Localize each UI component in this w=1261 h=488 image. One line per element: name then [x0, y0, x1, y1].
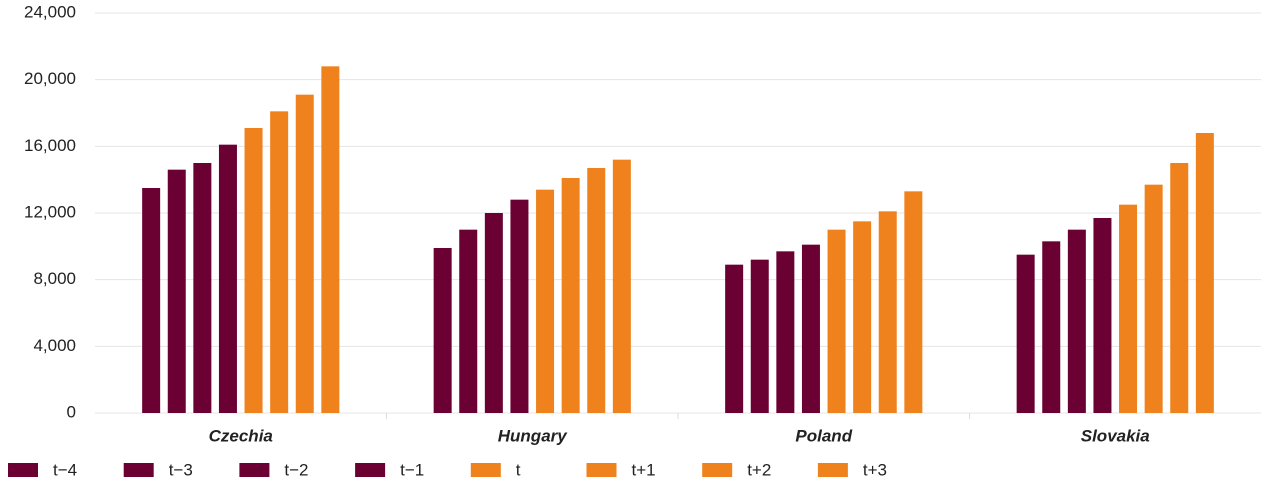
y-tick-label: 20,000 [24, 69, 76, 88]
legend-swatch [123, 463, 154, 477]
bar [510, 199, 529, 413]
bar [433, 248, 452, 413]
legend-label: t [516, 460, 521, 479]
bar [142, 188, 161, 413]
bar [321, 66, 340, 413]
bar [1170, 163, 1189, 413]
y-tick-label: 8,000 [33, 269, 76, 288]
bar [1016, 254, 1035, 413]
legend-swatch [355, 463, 386, 477]
legend-label: t+1 [632, 460, 656, 479]
bar [193, 163, 212, 413]
bar [218, 144, 237, 413]
legend-swatch [817, 463, 848, 477]
bar [536, 189, 555, 413]
bar [1144, 184, 1163, 413]
bar [878, 211, 897, 413]
bar [612, 159, 631, 413]
bar [904, 191, 923, 413]
legend-swatch [470, 463, 501, 477]
bar [459, 229, 478, 413]
y-tick-label: 4,000 [33, 336, 76, 355]
bar [244, 128, 263, 413]
bar [750, 259, 769, 413]
bar [587, 168, 606, 413]
bar [561, 178, 580, 413]
legend-swatch [239, 463, 270, 477]
bar [270, 111, 289, 413]
legend-swatch [586, 463, 617, 477]
x-tick-label: Czechia [209, 426, 273, 445]
x-tick-label: Hungary [498, 426, 569, 445]
legend-swatch [8, 463, 38, 477]
legend-label: t+3 [863, 460, 887, 479]
bar [1067, 229, 1086, 413]
legend-label: t−1 [400, 460, 424, 479]
bar [484, 213, 503, 413]
bar [1093, 218, 1112, 413]
legend-label: t+2 [747, 460, 771, 479]
legend-label: t−3 [169, 460, 193, 479]
bar [801, 244, 820, 413]
legend-label: t−4 [53, 460, 77, 479]
bar [827, 229, 846, 413]
x-tick-label: Slovakia [1081, 426, 1150, 445]
bar [167, 169, 186, 413]
legend-swatch [702, 463, 733, 477]
bar [1042, 241, 1061, 413]
y-tick-label: 0 [67, 402, 76, 421]
bar [1119, 204, 1138, 413]
y-tick-label: 16,000 [24, 136, 76, 155]
x-tick-label: Poland [795, 426, 852, 445]
bar [1195, 133, 1214, 413]
y-tick-label: 24,000 [24, 2, 76, 21]
legend-label: t−2 [284, 460, 308, 479]
bar [725, 264, 744, 413]
bar [295, 94, 314, 414]
bar [776, 251, 795, 413]
bar [853, 221, 872, 413]
y-tick-label: 12,000 [24, 202, 76, 221]
